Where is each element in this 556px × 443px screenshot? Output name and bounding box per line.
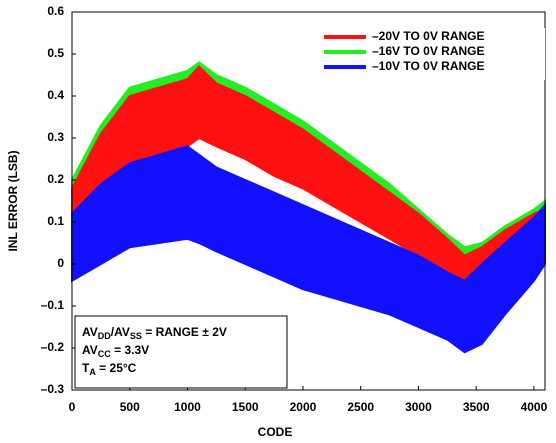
plot-frame <box>71 11 546 391</box>
annotation-part: AV <box>82 343 98 357</box>
annotation: AVCC = 3.3V <box>82 343 149 359</box>
annotation-part: = 3.3V <box>111 343 149 357</box>
y-tick-label: 0.3 <box>47 130 64 144</box>
annotation-part: AV <box>82 325 98 339</box>
annotation-part: = 25°C <box>96 361 137 375</box>
x-tick-label: 1500 <box>232 400 259 414</box>
y-tick-label: 0 <box>57 256 64 270</box>
y-tick-label: 0.2 <box>47 172 64 186</box>
x-tick-label: 1000 <box>174 400 201 414</box>
x-tick-label: 3500 <box>463 400 490 414</box>
legend-label: –10V TO 0V RANGE <box>372 59 485 73</box>
y-tick-label: 0.6 <box>47 4 64 18</box>
y-axis-label: INL ERROR (LSB) <box>6 150 20 251</box>
x-tick-label: 2500 <box>347 400 374 414</box>
legend-label: –20V TO 0V RANGE <box>372 29 485 43</box>
legend-label: –16V TO 0V RANGE <box>372 44 485 58</box>
y-tick-label: 0.1 <box>47 214 64 228</box>
annotation-part: CC <box>98 349 111 359</box>
y-tick-label: 0.5 <box>47 46 64 60</box>
annotation-part: /AV <box>111 325 130 339</box>
x-tick-label: 4000 <box>521 400 548 414</box>
x-tick-label: 2000 <box>290 400 317 414</box>
annotation-part: SS <box>130 331 142 341</box>
annotation-part: T <box>82 361 90 375</box>
annotation: TA = 25°C <box>82 361 137 377</box>
x-tick-label: 500 <box>120 400 140 414</box>
annotation: AVDD/AVSS = RANGE ± 2V <box>82 325 227 341</box>
y-tick-label: –0.3 <box>41 382 65 396</box>
x-axis-label: CODE <box>258 425 293 439</box>
annotation-part: DD <box>98 331 111 341</box>
x-tick-label: 3000 <box>405 400 432 414</box>
annotation-box <box>74 315 288 389</box>
annotation-part: = RANGE ± 2V <box>142 325 227 339</box>
annotation-part: A <box>89 367 96 377</box>
x-tick-label: 0 <box>69 400 76 414</box>
y-tick-label: 0.4 <box>47 88 64 102</box>
y-tick-label: –0.1 <box>41 298 65 312</box>
y-tick-label: –0.2 <box>41 340 65 354</box>
